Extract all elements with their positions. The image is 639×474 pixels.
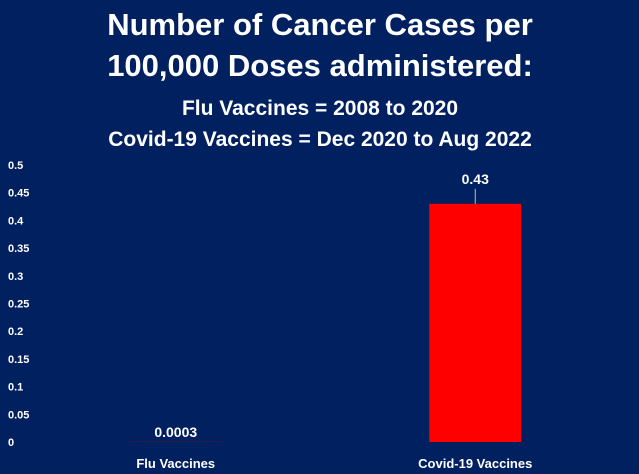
y-tick-label: 0.15: [8, 354, 29, 366]
y-axis: 0 0.05 0.1 0.15 0.2 0.25 0.3 0.35 0.4 0.45 0.5: [8, 160, 29, 449]
y-tick-label: 0.5: [8, 160, 23, 172]
y-tick-label: 0.35: [8, 243, 29, 255]
chart-title-line-2: 100,000 Doses administered:: [107, 48, 533, 83]
y-tick-label: 0.3: [8, 271, 23, 283]
y-tick-label: 0.4: [8, 215, 24, 227]
y-tick-label: 0.25: [8, 299, 29, 311]
bar-2: [429, 203, 522, 442]
x-category-label-2: Covid-19 Vaccines: [418, 456, 532, 471]
x-category-label-1: Flu Vaccines: [136, 456, 215, 471]
data-labels-group: 0.0003 0.43: [154, 171, 489, 440]
chart-subtitle-line-1: Flu Vaccines = 2008 to 2020: [182, 97, 458, 120]
data-label-2: 0.43: [462, 171, 489, 187]
y-tick-label: 0.2: [8, 326, 23, 338]
data-label-1: 0.0003: [154, 424, 197, 440]
y-tick-label: 0.1: [8, 382, 23, 394]
bars-group: [129, 203, 522, 442]
y-tick-label: 0.45: [8, 188, 29, 200]
x-axis: Flu Vaccines Covid-19 Vaccines: [136, 456, 532, 471]
y-tick-label: 0: [8, 437, 14, 449]
y-tick-label: 0.05: [8, 409, 29, 421]
chart-subtitle-line-2: Covid-19 Vaccines = Dec 2020 to Aug 2022: [108, 128, 532, 151]
chart-title-line-1: Number of Cancer Cases per: [107, 7, 533, 42]
